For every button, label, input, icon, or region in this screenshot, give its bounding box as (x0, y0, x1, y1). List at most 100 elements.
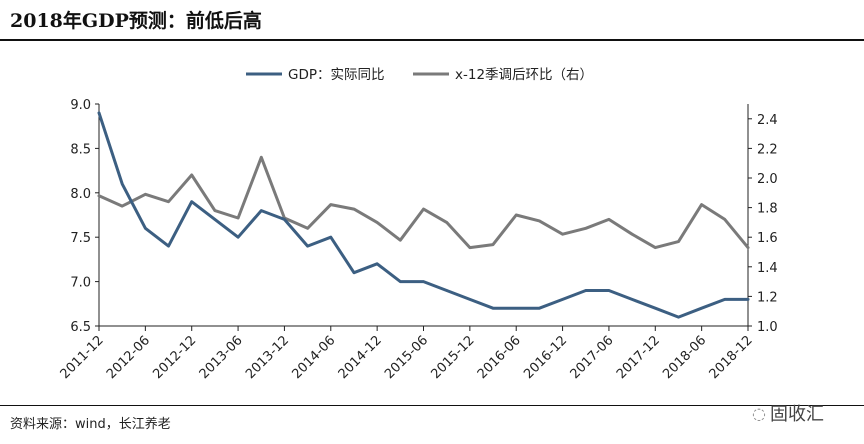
data-point-gdp (584, 289, 587, 292)
data-point-gdp (97, 111, 101, 115)
data-point-qoq (607, 218, 611, 221)
data-point-qoq (260, 156, 263, 159)
data-point-gdp (723, 298, 726, 301)
left-tick-label: 7.5 (70, 231, 91, 246)
x-tick-label: 2014-06 (289, 333, 338, 382)
right-tick-label: 2.2 (757, 142, 778, 157)
right-tick-label: 2.0 (757, 172, 778, 187)
x-tick-label: 2018-06 (660, 333, 709, 382)
data-point-qoq (630, 233, 634, 236)
data-point-gdp (630, 298, 634, 301)
title-divider (0, 39, 864, 41)
data-point-qoq (584, 227, 587, 230)
data-point-gdp (213, 218, 217, 221)
data-point-gdp (121, 182, 124, 186)
data-point-qoq (746, 246, 750, 249)
chart: GDP：实际同比 x-12季调后环比（右） 6.5 7.0 7.5 8.0 8.5 9.0… (58, 67, 778, 382)
legend-label-gdp: GDP：实际同比 (288, 67, 385, 83)
x-tick-label: 2014-12 (336, 333, 385, 382)
data-point-gdp (144, 227, 147, 230)
right-tick-label: 1.2 (757, 290, 778, 305)
x-tick-label: 2012-12 (150, 333, 199, 382)
x-tick-label: 2017-06 (568, 333, 617, 382)
left-tick-label: 8.5 (70, 142, 91, 157)
data-point-qoq (561, 233, 564, 236)
data-point-gdp (677, 315, 680, 319)
data-point-qoq (445, 221, 448, 224)
data-point-qoq (190, 173, 193, 177)
data-point-gdp (306, 244, 309, 248)
right-tick-label: 1.6 (757, 231, 778, 246)
x-tick-label: 2013-06 (197, 333, 246, 382)
data-point-gdp (445, 289, 448, 292)
page-title: 2018年GDP预测：前低后高 (10, 10, 262, 32)
data-point-qoq (213, 209, 217, 212)
data-point-gdp (746, 298, 750, 301)
data-point-qoq (329, 203, 332, 206)
data-point-gdp (422, 280, 425, 283)
data-point-qoq (167, 200, 170, 203)
data-point-qoq (491, 243, 495, 246)
data-point-qoq (468, 246, 472, 249)
data-point-qoq (723, 218, 726, 221)
right-tick-label: 1.4 (757, 261, 778, 276)
series (97, 111, 750, 319)
x-tick-label: 2011-12 (58, 333, 107, 382)
data-point-qoq (538, 219, 541, 223)
x-tick-label: 2016-12 (521, 333, 570, 382)
right-tick-label: 1.0 (757, 320, 778, 335)
data-point-qoq (399, 239, 402, 242)
left-tick-label: 6.5 (70, 320, 91, 335)
data-point-gdp (167, 244, 170, 248)
axes: 6.5 7.0 7.5 8.0 8.5 9.0 1.0 1.2 1.4 1.6 1.8 2.0 2.2 2… (58, 98, 778, 382)
data-point-gdp (515, 307, 518, 310)
watermark: ◌ 固收汇 (752, 400, 824, 426)
right-tick-label: 2.4 (757, 113, 778, 128)
data-point-qoq (375, 221, 379, 224)
data-point-gdp (468, 298, 472, 301)
legend-label-qoq: x-12季调后环比（右） (455, 67, 593, 83)
x-tick-label: 2015-12 (428, 333, 477, 382)
x-tick-label: 2013-12 (243, 333, 292, 382)
data-point-gdp (607, 289, 611, 292)
right-tick-label: 1.8 (757, 202, 778, 217)
footer-divider (0, 405, 864, 406)
data-point-gdp (538, 307, 541, 310)
data-point-qoq (654, 246, 657, 249)
data-point-gdp (236, 236, 240, 239)
x-tick-label: 2012-06 (104, 333, 153, 382)
source-note: 资料来源：wind，长江养老 (10, 417, 171, 432)
data-point-qoq (306, 227, 309, 230)
wechat-icon: ◌ (752, 403, 766, 423)
data-point-gdp (561, 298, 564, 301)
legend: GDP：实际同比 x-12季调后环比（右） (246, 67, 593, 83)
data-point-qoq (677, 240, 680, 243)
data-point-qoq (700, 203, 703, 206)
data-point-gdp (283, 218, 286, 221)
data-point-gdp (375, 262, 379, 265)
data-point-gdp (329, 236, 332, 239)
data-point-gdp (654, 307, 657, 310)
data-point-qoq (515, 213, 518, 217)
left-tick-label: 7.0 (70, 276, 91, 291)
data-point-gdp (491, 307, 495, 310)
data-point-qoq (236, 216, 240, 220)
left-tick-label: 9.0 (70, 98, 91, 113)
left-tick-label: 8.0 (70, 187, 91, 202)
data-point-qoq (97, 194, 101, 197)
data-point-gdp (190, 200, 193, 203)
x-tick-label: 2016-06 (475, 333, 524, 382)
data-point-qoq (422, 207, 425, 211)
watermark-text: 固收汇 (769, 404, 824, 425)
data-point-gdp (260, 209, 263, 212)
x-tick-label: 2018-12 (707, 333, 756, 382)
x-tick-label: 2017-12 (614, 333, 663, 382)
data-point-gdp (352, 271, 356, 274)
data-point-gdp (700, 307, 703, 310)
data-point-qoq (144, 193, 147, 196)
x-tick-label: 2015-06 (382, 333, 431, 382)
series-line-qoq (97, 155, 750, 250)
data-point-gdp (399, 280, 402, 283)
data-point-qoq (352, 207, 356, 211)
series-line-gdp (97, 111, 750, 319)
